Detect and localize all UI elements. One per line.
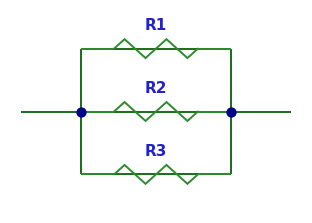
Text: R2: R2 [145,81,167,96]
Text: R1: R1 [145,18,167,33]
Point [228,110,233,113]
Text: R3: R3 [145,144,167,159]
Point [79,110,84,113]
